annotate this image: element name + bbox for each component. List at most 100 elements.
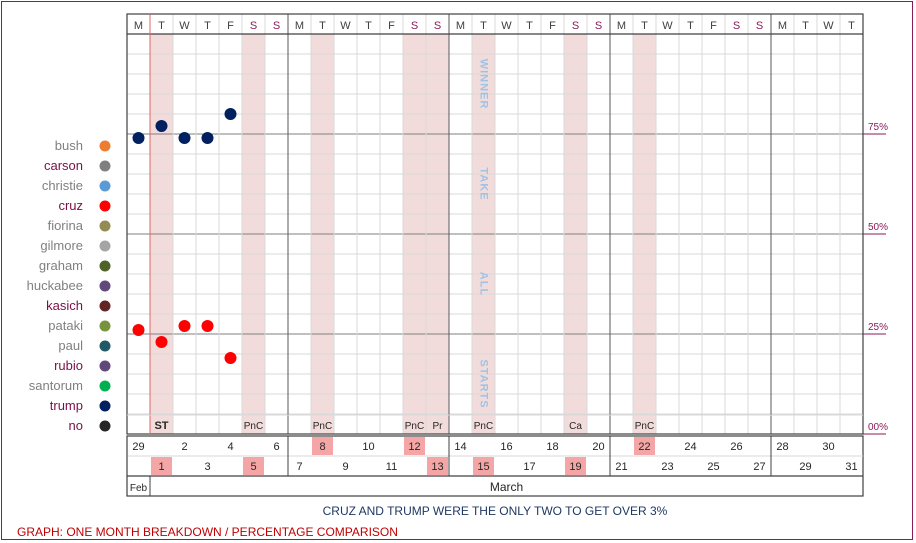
month-label: Feb: [130, 483, 148, 494]
highlight-date-cell: [404, 437, 425, 455]
date-label: 26: [730, 441, 742, 453]
legend-dot: [99, 360, 111, 372]
legend-dot: [99, 340, 111, 352]
date-label: 30: [822, 441, 834, 453]
day-letter: W: [662, 20, 673, 32]
event-label: PnC: [474, 421, 493, 432]
highlight-date-cell: [243, 457, 264, 475]
data-point-cruz: [201, 320, 214, 332]
date-label: 22: [638, 441, 650, 453]
day-letter: T: [319, 20, 326, 32]
y-tick-label: 00%: [868, 422, 888, 433]
date-label: 27: [753, 461, 765, 473]
highlight-date-cell: [473, 457, 494, 475]
date-label: 8: [319, 441, 325, 453]
legend-dot: [99, 260, 111, 272]
legend-name: pataki: [48, 318, 83, 333]
day-letter: W: [340, 20, 351, 32]
y-tick-label: 50%: [868, 222, 888, 233]
data-point-cruz: [155, 336, 168, 348]
highlight-date-cell: [312, 437, 333, 455]
date-label: 1: [158, 461, 164, 473]
date-label: 4: [227, 441, 233, 453]
day-letter: F: [710, 20, 717, 32]
legend-dot: [99, 160, 111, 172]
plot-border: [126, 13, 864, 435]
event-label: PnC: [405, 421, 424, 432]
day-letter: T: [687, 20, 694, 32]
day-letter: M: [617, 20, 626, 32]
day-letter: T: [526, 20, 533, 32]
date-label: 9: [342, 461, 348, 473]
event-label: PnC: [313, 421, 332, 432]
date-label: 7: [296, 461, 302, 473]
legend-name: no: [69, 418, 83, 433]
day-letter: S: [733, 20, 740, 32]
date-label: 25: [707, 461, 719, 473]
data-point-cruz: [224, 352, 237, 364]
date-label: 29: [799, 461, 811, 473]
day-letter: S: [572, 20, 579, 32]
legend-name: santorum: [29, 378, 83, 393]
vertical-word: STARTS: [478, 359, 490, 408]
legend-name: fiorina: [48, 218, 84, 233]
highlight-date-cell: [427, 457, 448, 475]
event-label: PnC: [244, 421, 263, 432]
vertical-word: ALL: [478, 272, 490, 296]
date-label: 3: [204, 461, 210, 473]
vertical-word: TAKE: [478, 167, 490, 200]
legend-dot: [99, 180, 111, 192]
day-letter: T: [204, 20, 211, 32]
date-label: 14: [454, 441, 466, 453]
highlight-date-cell: [565, 457, 586, 475]
date-label: 18: [546, 441, 558, 453]
legend-dot: [99, 240, 111, 252]
legend-name: christie: [42, 178, 83, 193]
day-letter: S: [273, 20, 280, 32]
data-point-trump: [155, 120, 168, 132]
day-letter: F: [227, 20, 234, 32]
legend-name: bush: [55, 138, 83, 153]
legend-name: carson: [44, 158, 83, 173]
legend-name: paul: [58, 338, 83, 353]
day-letter: W: [501, 20, 512, 32]
vertical-word: WINNER: [478, 59, 490, 110]
month-label: March: [490, 480, 523, 494]
legend-dot: [99, 400, 111, 412]
day-letter: S: [756, 20, 763, 32]
legend-name: graham: [39, 258, 83, 273]
data-point-trump: [132, 132, 145, 144]
date-label: 5: [250, 461, 256, 473]
day-letter: T: [848, 20, 855, 32]
day-letter: T: [802, 20, 809, 32]
legend-name: cruz: [58, 198, 83, 213]
date-label: 12: [408, 441, 420, 453]
date-label: 15: [477, 461, 489, 473]
legend-dot: [99, 220, 111, 232]
day-letter: M: [295, 20, 304, 32]
date-label: 11: [386, 461, 397, 473]
legend-dot: [99, 320, 111, 332]
legend-dot: [99, 280, 111, 292]
legend-name: gilmore: [40, 238, 83, 253]
legend-dot: [99, 140, 111, 152]
event-label: PnC: [635, 421, 654, 432]
legend-dot: [99, 420, 111, 432]
legend-name: kasich: [46, 298, 83, 313]
date-label: 2: [181, 441, 187, 453]
day-letter: S: [411, 20, 418, 32]
day-letter: M: [456, 20, 465, 32]
date-label: 20: [592, 441, 604, 453]
chart-caption: CRUZ AND TRUMP WERE THE ONLY TWO TO GET …: [322, 504, 668, 518]
legend-name: rubio: [54, 358, 83, 373]
legend-name: huckabee: [27, 278, 83, 293]
day-letter: W: [179, 20, 190, 32]
day-letter: M: [134, 20, 143, 32]
y-tick-label: 75%: [868, 122, 888, 133]
day-letter: M: [778, 20, 787, 32]
day-letter: T: [158, 20, 165, 32]
date-label: 10: [362, 441, 374, 453]
day-letter: T: [480, 20, 487, 32]
